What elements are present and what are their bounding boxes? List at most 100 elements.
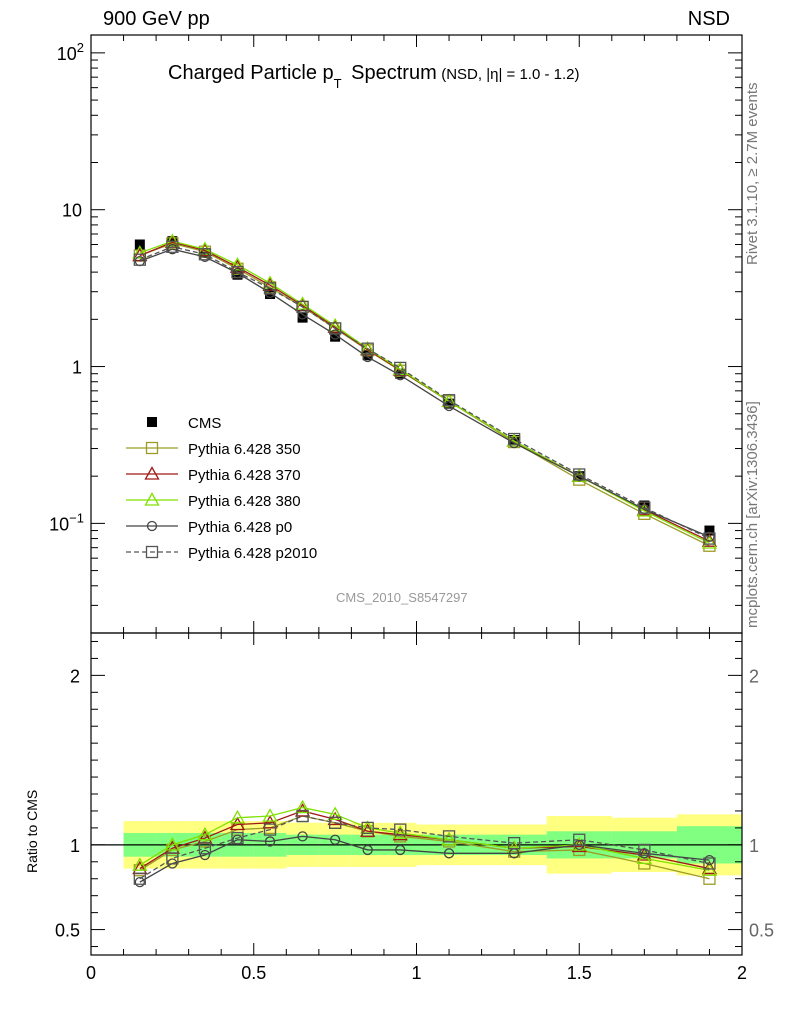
- main-series-5-point-2: [198, 248, 212, 261]
- main-series-4-point-1: [167, 244, 178, 255]
- main-series-3-point-5: [294, 296, 311, 310]
- ratio-series-2-point-9: [441, 831, 457, 846]
- ratio-y-tick-label-2: 2: [70, 666, 80, 686]
- ratio-series-4-line: [139, 815, 710, 880]
- ratio-series-4: [133, 809, 716, 885]
- main-series-5-point-11: [573, 468, 586, 481]
- main-series-5-point-6: [328, 322, 342, 335]
- legend-label-3: Pythia 6.428 380: [188, 493, 301, 510]
- ratio-y-tick-label-right-0: 0.5: [749, 921, 774, 941]
- main-series-5-point-5: [296, 300, 309, 314]
- main-series-5: [133, 240, 716, 545]
- x-tick-label-3: 1.5: [567, 963, 592, 983]
- main-series-3-point-6: [327, 317, 343, 332]
- ratio-series-4-point-11: [573, 833, 586, 846]
- legend-marker-5: [145, 545, 159, 559]
- plot-title-suffix: Spectrum: [345, 62, 437, 84]
- main-series-5-point-3: [231, 265, 244, 279]
- main-series-5-point-8: [394, 361, 407, 375]
- legend-marker-1: [145, 441, 159, 455]
- ratio-series-4-point-6: [328, 816, 342, 829]
- main-series-0-point-10: [509, 435, 520, 446]
- main-y-tick-label-2: 1: [72, 358, 82, 378]
- legend-marker-3: [144, 492, 160, 506]
- legend-entry-3: Pythia 6.428 380: [126, 492, 301, 510]
- ratio-series-4-point-12: [638, 843, 651, 857]
- main-series-5-point-13: [703, 532, 716, 545]
- ratio-series-3-point-8: [395, 844, 406, 856]
- ratio-series-4-point-4: [263, 823, 277, 836]
- x-tick-label-1: 0.5: [241, 963, 266, 983]
- ratio-y-tick-label-right-2: 2: [749, 666, 759, 686]
- ratio-series-3-point-7: [362, 844, 373, 856]
- main-series-3-point-3: [229, 257, 246, 271]
- ratio-series-2-point-8: [392, 825, 408, 839]
- ratio-series-4-point-9: [442, 830, 456, 843]
- ratio-series-2-point-5: [294, 799, 311, 814]
- legend-entry-2: Pythia 6.428 370: [126, 466, 301, 484]
- main-series-0-point-5: [297, 312, 308, 323]
- ratio-series-3-point-4: [264, 836, 276, 847]
- legend-entry-1: Pythia 6.428 350: [126, 441, 301, 458]
- ratio-plot-frame: [90, 632, 743, 956]
- main-series-4-point-8: [395, 370, 406, 381]
- legend-entry-4: Pythia 6.428 p0: [126, 519, 292, 536]
- main-y-tick-label-3: 10−1: [49, 510, 84, 534]
- main-series-2-point-4: [262, 277, 278, 291]
- ratio-series-3-point-6: [329, 834, 341, 845]
- main-series-0-point-6: [330, 331, 341, 342]
- main-series-5-point-12: [638, 501, 651, 514]
- legend-label-2: Pythia 6.428 370: [188, 467, 301, 484]
- ratio-series-4-point-1: [166, 852, 179, 865]
- ratio-series-1-point-6: [327, 811, 343, 826]
- ratio-y-tick-label-right-1: 1: [749, 836, 759, 856]
- main-series-3-point-13: [701, 535, 718, 549]
- process-label: NSD: [687, 8, 730, 30]
- main-series-4-point-4: [264, 287, 276, 299]
- analysis-watermark: CMS_2010_S8547297: [336, 590, 468, 605]
- ratio-series-2-point-2: [197, 826, 213, 841]
- plot-title-subscript: T: [333, 76, 342, 91]
- ratio-series-4-point-3: [231, 831, 244, 845]
- main-series-5-point-7: [361, 342, 374, 355]
- legend-marker-0: [147, 417, 157, 427]
- main-series-0-point-13: [704, 525, 715, 536]
- ratio-y-tick-label-1: 1: [70, 836, 80, 856]
- legend-marker-4: [146, 520, 158, 532]
- x-tick-label-4: 2: [737, 963, 747, 983]
- main-series-0-point-0: [134, 239, 145, 250]
- ratio-series-2-point-12: [636, 850, 652, 865]
- collision-label: 900 GeV pp: [103, 8, 210, 30]
- main-series-5-point-0: [133, 253, 146, 266]
- ratio-series-4-point-0: [133, 872, 146, 885]
- ratio-series-4-point-13: [703, 857, 716, 870]
- main-y-tick-label-0: 102: [57, 40, 84, 64]
- legend: CMS Pythia 6.428 350 Pythia 6.428 370 Pythi…: [126, 415, 317, 562]
- main-series-4-point-7: [362, 351, 373, 363]
- main-series-5-point-1: [166, 240, 179, 253]
- plot-title-qualifier: (NSD, |η| = 1.0 - 1.2): [441, 66, 580, 83]
- ratio-series-2-line: [139, 806, 710, 871]
- legend-label-4: Pythia 6.428 p0: [188, 519, 292, 536]
- plot-title: Charged Particle pT Spectrum (NSD, |η| =…: [168, 62, 580, 91]
- x-tick-label-0: 0: [86, 963, 96, 983]
- main-series-5-point-9: [442, 394, 456, 407]
- ratio-series-2-point-4: [262, 808, 278, 822]
- ratio-series-2: [132, 799, 718, 876]
- ratio-series-2-point-1: [164, 837, 180, 851]
- main-series-4-point-5: [297, 309, 308, 320]
- legend-marker-2: [144, 466, 160, 480]
- ratio-series-1-point-3: [229, 816, 246, 831]
- ratio-series-3-point-12: [639, 848, 650, 859]
- ratio-series-4-point-10: [507, 836, 521, 850]
- ratio-series-4-point-7: [361, 821, 374, 835]
- main-series-5-point-10: [507, 432, 521, 446]
- legend-label-0: CMS: [188, 415, 221, 432]
- main-y-tick-label-1: 10: [62, 201, 82, 221]
- ratio-series-4-point-5: [296, 809, 309, 823]
- ratio-series-3-point-2: [199, 849, 211, 861]
- legend-entry-5: Pythia 6.428 p2010: [126, 545, 317, 562]
- ratio-series-3-point-9: [443, 848, 455, 859]
- main-series-2-point-6: [327, 319, 343, 333]
